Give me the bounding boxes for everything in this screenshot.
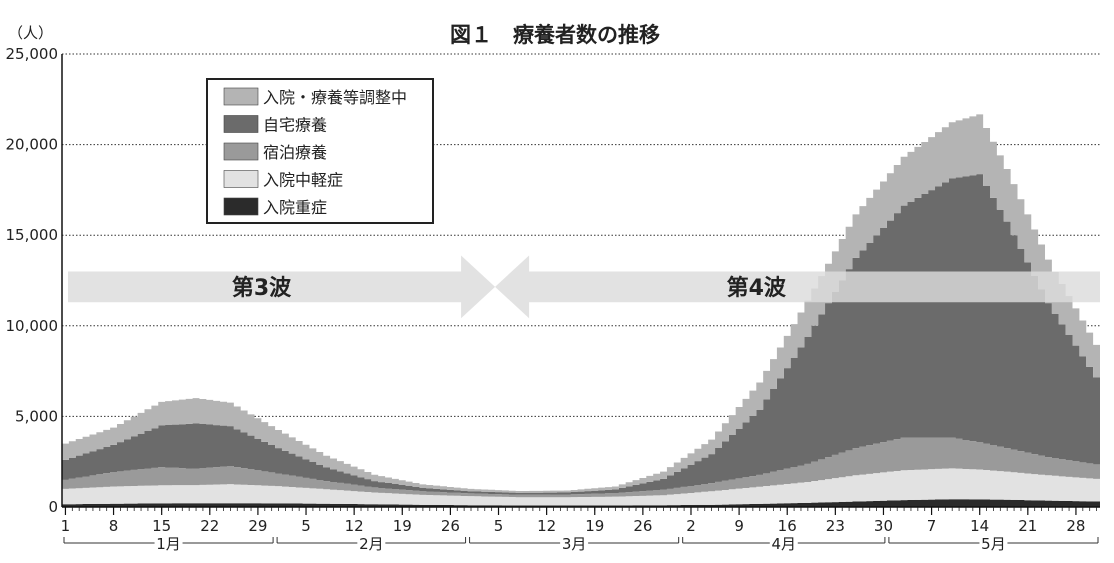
month-label: 5月 xyxy=(981,535,1006,553)
y-tick-label: 5,000 xyxy=(15,407,58,425)
wave-arrow xyxy=(68,255,496,319)
legend-label: 入院中軽症 xyxy=(263,171,343,190)
y-tick-label: 0 xyxy=(48,498,58,516)
month-label: 4月 xyxy=(772,535,797,553)
wave-label: 第4波 xyxy=(727,275,787,301)
x-tick-label: 30 xyxy=(874,517,893,535)
area-入院中軽症 xyxy=(62,468,1100,506)
legend-swatch xyxy=(223,170,259,188)
month-label: 3月 xyxy=(562,535,587,553)
x-tick-label: 2 xyxy=(686,517,696,535)
x-tick-label: 12 xyxy=(345,517,364,535)
x-tick-label: 8 xyxy=(109,517,119,535)
x-tick-label: 23 xyxy=(826,517,845,535)
x-tick-label: 5 xyxy=(494,517,504,535)
wave-annotations: 第3波 第4波 xyxy=(68,255,1100,319)
x-tick-label: 29 xyxy=(248,517,267,535)
x-tick-label: 7 xyxy=(927,517,937,535)
y-tick-label: 20,000 xyxy=(6,136,59,154)
x-tick-label: 14 xyxy=(970,517,989,535)
stacked-areas xyxy=(62,114,1100,507)
x-tick-label: 26 xyxy=(633,517,652,535)
y-tick-label: 25,000 xyxy=(6,45,59,63)
x-tick-label: 26 xyxy=(441,517,460,535)
x-tick-label: 12 xyxy=(537,517,556,535)
y-tick-label: 15,000 xyxy=(6,226,59,244)
legend-label: 入院・療養等調整中 xyxy=(263,88,407,107)
x-tick-label: 9 xyxy=(734,517,744,535)
chart-title: 図１ 療養者数の推移 xyxy=(450,23,660,47)
legend-swatch xyxy=(223,115,259,133)
area-入院重症 xyxy=(62,499,1100,507)
legend-label: 入院重症 xyxy=(263,198,327,217)
x-tick-label: 28 xyxy=(1066,517,1085,535)
legend-swatch xyxy=(223,197,259,216)
x-tick-label: 19 xyxy=(393,517,412,535)
legend-label: 自宅療養 xyxy=(263,116,327,135)
x-tick-label: 16 xyxy=(778,517,797,535)
area-入院・療養等調整中 xyxy=(62,114,1100,493)
legend-swatch xyxy=(223,87,259,106)
y-unit-label: （人） xyxy=(8,24,53,42)
area-自宅療養 xyxy=(62,174,1100,495)
x-tick-label: 5 xyxy=(301,517,311,535)
x-tick-label: 1 xyxy=(61,517,71,535)
x-tick-label: 19 xyxy=(585,517,604,535)
legend-label: 宿泊療養 xyxy=(263,143,327,162)
month-label: 2月 xyxy=(359,535,384,553)
y-tick-label: 10,000 xyxy=(6,317,59,335)
x-tick-label: 21 xyxy=(1018,517,1037,535)
x-tick-label: 22 xyxy=(200,517,219,535)
month-label: 1月 xyxy=(156,535,181,553)
legend-swatch xyxy=(223,142,259,161)
area-宿泊療養 xyxy=(62,437,1100,498)
wave-arrow xyxy=(495,255,1100,319)
wave-label: 第3波 xyxy=(232,275,292,301)
x-tick-label: 15 xyxy=(152,517,171,535)
